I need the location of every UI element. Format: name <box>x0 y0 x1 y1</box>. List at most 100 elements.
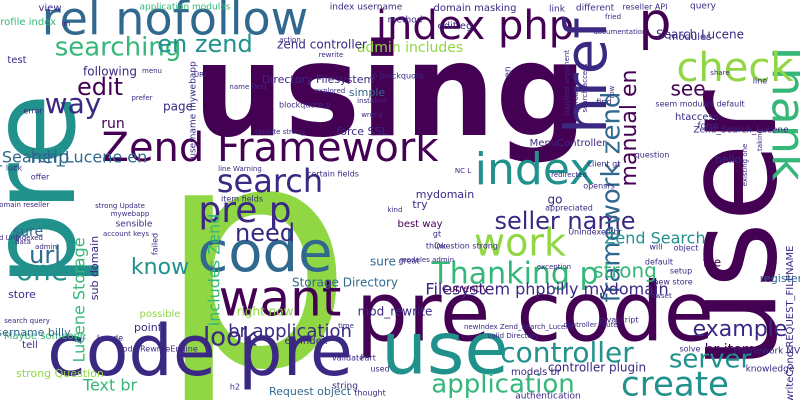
cloud-word-framework-mvc: Framework MVC <box>734 347 800 357</box>
cloud-word-search-lucene: Search Lucene <box>656 28 744 42</box>
cloud-word-currently: Currently <box>442 284 488 295</box>
cloud-word-failed: failed <box>151 233 160 255</box>
cloud-word-validate: validate <box>332 354 364 363</box>
cloud-word-view: view <box>38 3 61 14</box>
cloud-word-en: en <box>504 66 514 77</box>
cloud-word-pre-p: pre p <box>198 190 291 231</box>
cloud-word-controller-router: controller router <box>564 321 621 329</box>
cloud-word-directory-filesystem: Directory Filesystem <box>262 73 374 86</box>
cloud-word-h2: h2 <box>230 383 240 392</box>
cloud-word-think: think <box>426 242 447 251</box>
cloud-word-search-access: search access <box>581 63 589 112</box>
cloud-word-explored: explored <box>315 87 345 95</box>
cloud-word-domain-reseller: domain reseller <box>0 201 49 209</box>
cloud-word-searching: searching <box>55 33 182 63</box>
cloud-word-mydomain: mydomain <box>416 188 474 201</box>
cloud-word-href: href <box>552 17 620 134</box>
cloud-word-valid-directory: valid Directory <box>487 332 538 340</box>
cloud-word-zend-search-lucene: Zend_Search_Lucene <box>693 126 789 136</box>
cloud-word-query: query <box>690 2 717 12</box>
cloud-word-rowset: rowset <box>648 292 672 300</box>
cloud-word-seem-modules-default: seem modules default <box>655 100 744 109</box>
cloud-word-object: object <box>674 244 699 253</box>
cloud-word-will: will <box>649 243 662 252</box>
cloud-word-code-rewriteengine: code RewriteEngine <box>118 345 198 354</box>
cloud-word-error: error <box>23 107 43 116</box>
cloud-word-uri: URI <box>194 71 206 79</box>
cloud-word-modules-admin: modules admin <box>400 256 454 264</box>
cloud-word-simple: simple <box>349 86 386 99</box>
cloud-word-edit-eg: edit eg <box>438 21 473 32</box>
cloud-word-item-fields: item fields <box>221 195 263 204</box>
cloud-word-id-unindexed: id UnIndexed <box>0 234 43 242</box>
cloud-word-gt: gt <box>433 230 441 239</box>
cloud-word-part: Part <box>360 354 376 363</box>
cloud-word-solve: solve <box>680 345 701 354</box>
cloud-word-client-gt: client gt <box>588 160 621 169</box>
cloud-word-menu: menu <box>142 67 162 75</box>
cloud-word-need: need <box>235 219 295 247</box>
cloud-word-javascript: javascript <box>598 316 638 325</box>
cloud-word-url: url <box>29 241 61 269</box>
cloud-word-appreciated: appreciated <box>545 204 593 213</box>
cloud-word-search-query: search query <box>4 317 50 325</box>
cloud-word-unindexed-br: UnIndexed br <box>568 228 622 237</box>
cloud-word-one: one <box>16 254 68 287</box>
cloud-word-admin-includes: admin includes <box>357 40 463 56</box>
cloud-word-store: store <box>8 288 36 301</box>
cloud-word-controller-plugin: controller plugin <box>548 361 646 375</box>
cloud-word-best-way: best way <box>397 219 442 230</box>
cloud-word-find: find <box>596 98 611 107</box>
cloud-word-test: test <box>7 55 26 66</box>
cloud-word-row: row <box>608 85 616 98</box>
cloud-word-server: server <box>669 345 752 375</box>
cloud-word-nc-l: NC L <box>455 167 471 175</box>
cloud-word-zend-search-lucene-en: Zend_Search_Lucene en <box>0 148 147 168</box>
cloud-word-models-br: models br <box>511 367 562 378</box>
cloud-word-index: index <box>475 144 595 195</box>
cloud-word-certain-fields: certain fields <box>307 170 359 179</box>
cloud-word-mod-rewrite: mod_rewrite <box>358 305 433 319</box>
cloud-word-way: way <box>45 87 102 120</box>
cloud-word-example: example <box>693 317 788 342</box>
cloud-word-form: form <box>698 122 719 132</box>
cloud-word-rewrite: rewrite <box>319 51 344 59</box>
cloud-word-mywebapp: mywebapp <box>111 210 150 218</box>
cloud-word-p: p <box>638 0 671 52</box>
cloud-word-thank: Thank <box>762 38 800 181</box>
cloud-word-blockquote-p: blockquote p <box>279 101 331 110</box>
cloud-word-see: see <box>670 77 705 101</box>
cloud-word-im: im <box>62 20 71 28</box>
cloud-word-lucene-storage: Lucene Storage <box>70 237 89 362</box>
cloud-word-offer: offer <box>31 173 50 182</box>
cloud-word-installed: installed <box>357 97 387 105</box>
cloud-word-question-strong: Question strong <box>434 242 498 251</box>
cloud-word-possible: possible <box>140 309 181 320</box>
cloud-word-help: help <box>31 147 70 168</box>
cloud-word-p: p <box>157 78 354 400</box>
cloud-word-p-blockquote: p blockquote <box>372 72 424 81</box>
cloud-word-br-item: br item <box>705 342 756 358</box>
cloud-word-rewritecond-request-filename: RewriteCond REQUEST_FILENAME <box>785 246 796 400</box>
cloud-word-force-ssl: force SSL <box>336 125 388 138</box>
cloud-word-question: question <box>635 151 670 160</box>
cloud-word-application-modules: application modules <box>140 3 231 13</box>
cloud-word-fried: fried <box>605 13 621 21</box>
cloud-word-share: share <box>710 69 729 77</box>
cloud-word-check: check <box>676 45 794 91</box>
cloud-word-wrong: wrong <box>361 111 383 119</box>
cloud-word-thought: thought <box>354 389 385 398</box>
cloud-word-modules: modules <box>669 32 712 43</box>
cloud-word-use: use <box>381 307 508 391</box>
cloud-word-using: using <box>193 17 587 166</box>
cloud-word-edit: edit <box>77 73 123 101</box>
cloud-word-prefer: prefer <box>131 94 152 102</box>
cloud-word-zend-framework: Zend Framework <box>102 125 440 171</box>
cloud-word-thanking-p: Thanking p <box>430 257 598 292</box>
cloud-word-register: register <box>760 272 800 285</box>
cloud-word-redirected: redirected <box>551 171 587 179</box>
cloud-word-account-keys: account keys <box>103 230 149 238</box>
cloud-word-sure: sure <box>13 224 43 240</box>
